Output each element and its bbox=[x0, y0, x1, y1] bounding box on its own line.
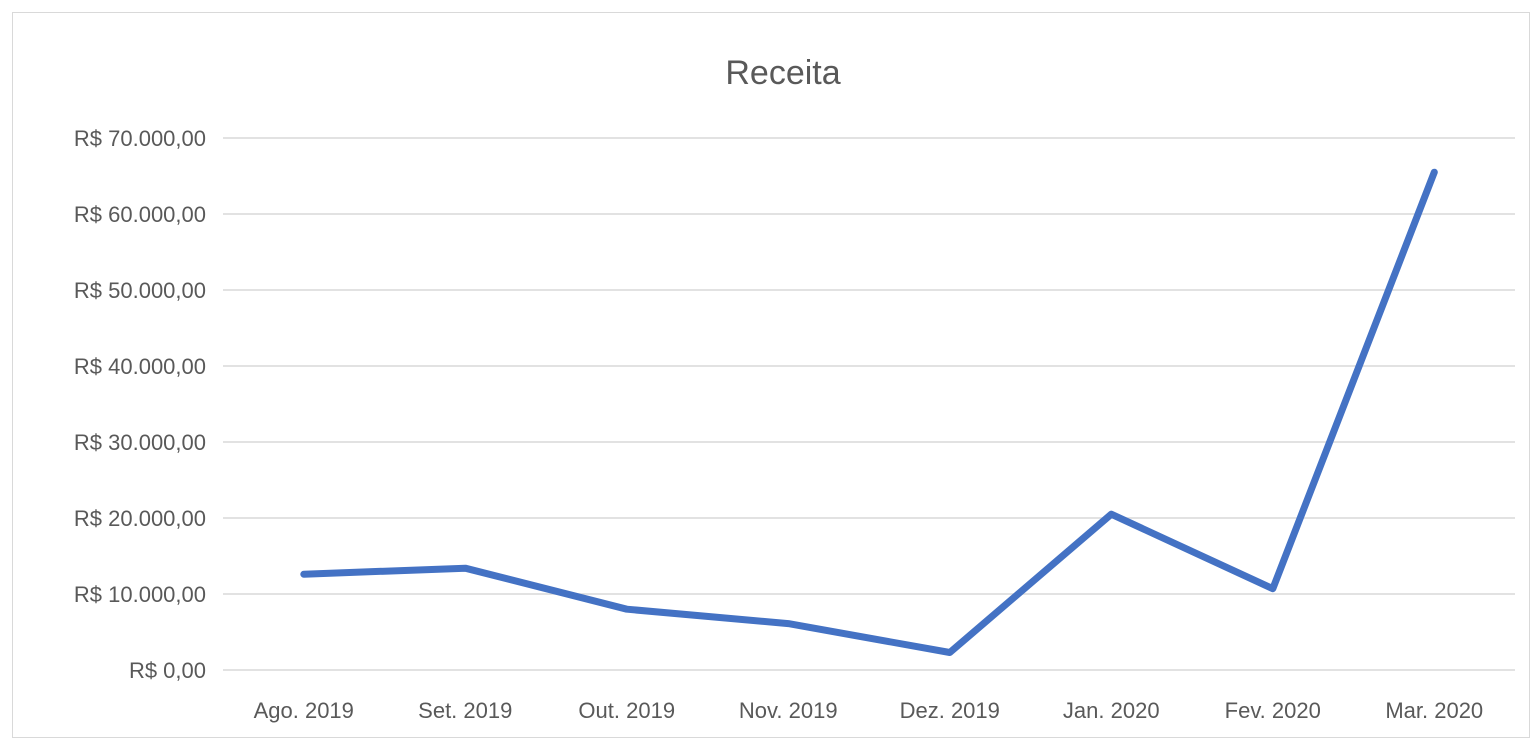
x-tick-label: Jan. 2020 bbox=[1063, 698, 1160, 723]
y-tick-label: R$ 30.000,00 bbox=[74, 430, 206, 455]
x-tick-label: Ago. 2019 bbox=[254, 698, 354, 723]
x-tick-label: Dez. 2019 bbox=[900, 698, 1000, 723]
chart-title: Receita bbox=[725, 54, 840, 92]
x-tick-label: Out. 2019 bbox=[578, 698, 675, 723]
y-tick-label: R$ 20.000,00 bbox=[74, 506, 206, 531]
gridlines bbox=[223, 137, 1515, 671]
y-tick-label: R$ 10.000,00 bbox=[74, 582, 206, 607]
y-tick-label: R$ 0,00 bbox=[129, 658, 206, 683]
y-tick-label: R$ 40.000,00 bbox=[74, 354, 206, 379]
series-line bbox=[300, 168, 1438, 656]
x-tick-label: Set. 2019 bbox=[418, 698, 512, 723]
series-group bbox=[300, 168, 1438, 656]
x-tick-label: Fev. 2020 bbox=[1225, 698, 1321, 723]
y-tick-label: R$ 70.000,00 bbox=[74, 126, 206, 151]
y-tick-label: R$ 60.000,00 bbox=[74, 202, 206, 227]
y-tick-label: R$ 50.000,00 bbox=[74, 278, 206, 303]
x-axis-labels: Ago. 2019 Set. 2019 Out. 2019 Nov. 2019 Dez.… bbox=[254, 698, 1484, 723]
x-tick-label: Mar. 2020 bbox=[1385, 698, 1483, 723]
chart-frame bbox=[12, 12, 1530, 738]
x-tick-label: Nov. 2019 bbox=[739, 698, 838, 723]
y-axis-labels: R$ 0,00 R$ 10.000,00 R$ 20.000,00 R$ 30.000… bbox=[74, 126, 206, 683]
